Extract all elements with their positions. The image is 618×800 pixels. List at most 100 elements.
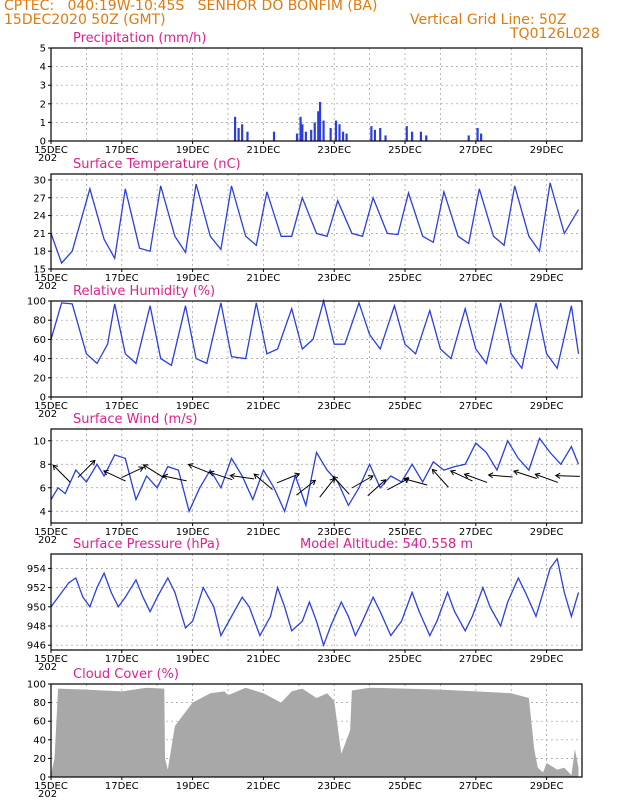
precipitation-bar: [425, 135, 428, 141]
cloud-xtick-label: 29DEC: [530, 781, 564, 792]
precipitation-xtick-label: 25DEC: [388, 145, 422, 156]
cloud-xtick-label: 27DEC: [459, 781, 493, 792]
temperature-xtick-label: 25DEC: [388, 273, 422, 284]
wind-xtick-label: 21DEC: [247, 527, 281, 538]
station-line: CPTEC: 040:19W-10:45S SENHOR DO BONFIM (…: [4, 0, 378, 14]
wind-arrowhead: [403, 476, 409, 483]
temperature-xtick-label: 23DEC: [317, 273, 351, 284]
wind-xtick-label: 29DEC: [530, 527, 564, 538]
precipitation-ytick-label: 0: [40, 137, 46, 148]
temperature-xtick-label: 19DEC: [176, 273, 210, 284]
wind-vector: [188, 463, 211, 474]
wind-arrowhead: [187, 463, 194, 469]
humidity-xtick-label: 29DEC: [530, 401, 564, 412]
cloud-ytick-label: 0: [40, 773, 46, 784]
precipitation-bar: [272, 131, 276, 141]
temperature-xtick-label: 29DEC: [530, 273, 564, 284]
pressure-annotation: Model Altitude: 540.558 m: [300, 537, 473, 552]
precipitation-xtick-label: 23DEC: [317, 145, 351, 156]
precipitation-xtick-label: 15DEC: [34, 145, 68, 156]
wind-vector: [535, 473, 559, 483]
cloud-ytick-label: 40: [33, 735, 46, 746]
wind-xtick-label: 27DEC: [459, 527, 493, 538]
cloud-title: Cloud Cover (%): [73, 667, 179, 682]
pressure-ytick-label: 952: [27, 583, 46, 594]
cloud-frame: [50, 683, 583, 778]
wind-vector: [77, 460, 96, 478]
wind-arrowhead: [463, 472, 470, 479]
pressure-frame: [50, 553, 583, 651]
wind-arrowhead: [162, 473, 169, 480]
wind-arrowhead: [431, 468, 438, 475]
wind-vector: [121, 466, 144, 478]
wind-vector: [403, 478, 428, 486]
wind-xtick-label: 23DEC: [317, 527, 351, 538]
pressure-ytick-label: 946: [27, 641, 46, 652]
precipitation-xtick-label: 17DEC: [105, 145, 139, 156]
wind-xtick-label: 17DEC: [105, 527, 139, 538]
wind-vector: [351, 475, 374, 489]
precipitation-bar: [341, 131, 345, 141]
precipitation-ytick-label: 1: [40, 118, 46, 129]
humidity-ytick-label: 20: [33, 373, 46, 384]
precipitation-bar: [304, 131, 307, 141]
cloud-xtick-label: 23DEC: [317, 781, 351, 792]
wind-ytick-label: 10: [33, 436, 46, 447]
pressure-ytick-label: 948: [27, 622, 46, 633]
cloud-area: [51, 687, 579, 777]
pressure-year-label: 202: [38, 662, 57, 673]
precipitation-bar: [476, 127, 479, 141]
cloud-xtick-label: 15DEC: [34, 781, 68, 792]
wind-arrowhead: [89, 459, 96, 466]
precipitation-bar: [299, 116, 302, 141]
wind-vector: [319, 477, 335, 498]
wind-xtick-label: 25DEC: [388, 527, 422, 538]
humidity-ytick-label: 40: [33, 354, 46, 365]
pressure-series-line: [50, 557, 580, 648]
wind-vector: [209, 471, 233, 481]
wind-arrowhead: [487, 472, 494, 479]
wind-vector: [143, 464, 165, 479]
wind-arrowhead: [380, 479, 387, 485]
humidity-series-line: [50, 298, 580, 370]
precipitation-bar: [345, 133, 348, 141]
wind-arrowhead: [310, 479, 317, 486]
humidity-year-label: 202: [38, 409, 57, 420]
pressure-xtick-label: 29DEC: [530, 654, 564, 665]
precipitation-bar: [405, 126, 408, 141]
wind-ytick-label: 8: [40, 460, 46, 471]
precipitation-bar: [410, 131, 414, 141]
temperature-xtick-label: 21DEC: [247, 273, 281, 284]
temperature-xtick-label: 17DEC: [105, 273, 139, 284]
humidity-xtick-label: 25DEC: [388, 401, 422, 412]
wind-vector: [276, 473, 300, 484]
precipitation-bar: [241, 124, 244, 141]
wind-vector: [464, 473, 488, 483]
wind-vector: [253, 473, 273, 490]
precipitation-bar: [322, 120, 325, 141]
pressure-xtick-label: 21DEC: [247, 654, 281, 665]
humidity-xtick-label: 19DEC: [176, 401, 210, 412]
wind-arrowhead: [102, 469, 109, 476]
precipitation-bar: [467, 135, 470, 141]
grid-note: Vertical Grid Line: 50Z: [410, 12, 567, 28]
temperature-year-label: 202: [38, 281, 57, 292]
humidity-ytick-label: 80: [33, 316, 46, 327]
humidity-ytick-label: 60: [33, 335, 46, 346]
wind-arrowhead: [253, 473, 260, 480]
wind-vector: [296, 479, 316, 496]
run-time-line: 15DEC2020 50Z (GMT): [4, 12, 166, 28]
precipitation-bar: [310, 129, 313, 141]
product-code: TQ0126L028: [510, 26, 600, 42]
humidity-frame: [50, 300, 583, 398]
wind-frame: [50, 428, 583, 524]
precipitation-bar: [233, 116, 237, 141]
pressure-xtick-label: 17DEC: [105, 654, 139, 665]
wind-arrowhead: [208, 470, 215, 477]
humidity-title: Relative Humidity (%): [73, 284, 215, 299]
humidity-xtick-label: 21DEC: [247, 401, 281, 412]
cloud-xtick-label: 19DEC: [176, 781, 210, 792]
precipitation-bar: [373, 129, 377, 141]
pressure-xtick-label: 25DEC: [388, 654, 422, 665]
